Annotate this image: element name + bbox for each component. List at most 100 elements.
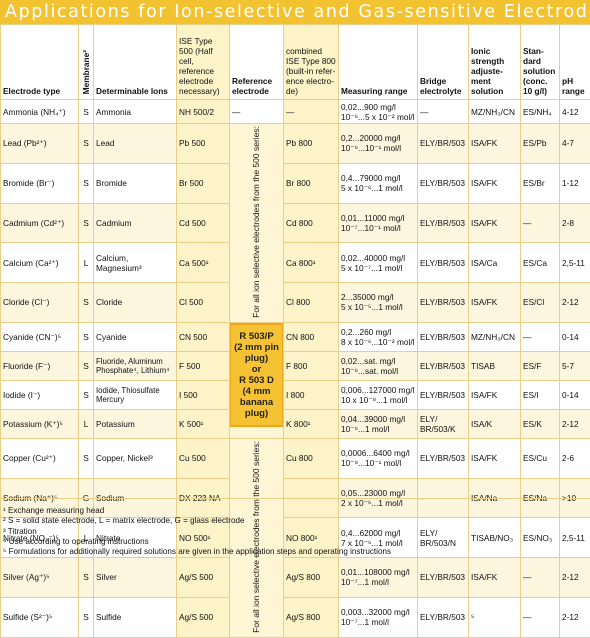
range-mol: 10⁻⁷...1 mol/l bbox=[341, 617, 415, 627]
cell-membrane: S bbox=[79, 163, 94, 203]
cell-std: ES/Br bbox=[521, 163, 560, 203]
cell-std: ES/Ca bbox=[521, 243, 560, 283]
cell-membrane: L bbox=[79, 243, 94, 283]
cell-type: Cadmium (Cd²⁺) bbox=[1, 203, 79, 243]
cell-isa: ISA/FK bbox=[469, 438, 521, 478]
cell-type: Fluoride (F⁻) bbox=[1, 351, 79, 380]
cell-ise500: Cl 500 bbox=[177, 283, 230, 323]
range-mg: 0,2...20000 mg/l bbox=[341, 133, 415, 143]
cell-ise800: Cl 800 bbox=[284, 283, 339, 323]
footnotes: ¹ Exchange measuring head ² S = solid st… bbox=[0, 498, 590, 590]
range-mol: 10⁻⁶...1 mol/l bbox=[341, 424, 415, 434]
cell-ph: 0-14 bbox=[560, 322, 590, 351]
cell-ions: Potassium bbox=[94, 409, 177, 438]
range-mg: 2...35000 mg/l bbox=[341, 292, 415, 302]
cell-ions: Iodide, Thiosulfate Mercury bbox=[94, 380, 177, 409]
cell-isa: ISA/Ca bbox=[469, 243, 521, 283]
cell-ise800: I 800 bbox=[284, 380, 339, 409]
cell-ph: 2-12 bbox=[560, 283, 590, 323]
cell-ph: 2-6 bbox=[560, 438, 590, 478]
cell-ph: 1-12 bbox=[560, 163, 590, 203]
cell-bridge: ELY/BR/503 bbox=[418, 283, 469, 323]
table-row: Cyanide (CN⁻)⁵ S Cyanide CN 500 R 503/P … bbox=[1, 322, 590, 351]
cell-ions: Bromide bbox=[94, 163, 177, 203]
cell-ph: 4-7 bbox=[560, 124, 590, 164]
cell-isa: ⁵ bbox=[469, 597, 521, 637]
cell-ph: 2-8 bbox=[560, 203, 590, 243]
cell-ise800: Pb 800 bbox=[284, 124, 339, 164]
cell-isa: ISA/K bbox=[469, 409, 521, 438]
cell-isa: MZ/NH₃/CN bbox=[469, 322, 521, 351]
cell-std: — bbox=[521, 203, 560, 243]
cell-ise500: Cd 500 bbox=[177, 203, 230, 243]
cell-std: ES/F bbox=[521, 351, 560, 380]
cell-membrane: S bbox=[79, 100, 94, 124]
header-electrode-type: Electrode type bbox=[1, 25, 79, 100]
range-mol: 5 x 10⁻⁷...1 mol/l bbox=[341, 263, 415, 273]
cell-ise800: Ag/S 800 bbox=[284, 597, 339, 637]
cell-ions: Cadmium bbox=[94, 203, 177, 243]
cell-isa: MZ/NH₃/CN bbox=[469, 100, 521, 124]
cell-bridge: ELY/ BR/503/K bbox=[418, 409, 469, 438]
header-standard: Stan­dard solution (conc. 10 g/l) bbox=[521, 25, 560, 100]
box-line: or bbox=[233, 364, 280, 375]
cell-isa: ISA/FK bbox=[469, 124, 521, 164]
cell-membrane: S bbox=[79, 597, 94, 637]
range-mol: 10⁻⁷...10⁻¹ mol/l bbox=[341, 223, 415, 233]
cell-ph: 2-12 bbox=[560, 409, 590, 438]
cell-membrane: L bbox=[79, 409, 94, 438]
header-ph: pH range bbox=[560, 25, 590, 100]
cell-ions: Cloride bbox=[94, 283, 177, 323]
range-mg: 0,4...79000 mg/l bbox=[341, 173, 415, 183]
box-line: R 503 D bbox=[233, 375, 280, 386]
cell-ph: 0-14 bbox=[560, 380, 590, 409]
range-mg: 0,02...900 mg/l bbox=[341, 102, 415, 112]
footnote: ³ Titration bbox=[3, 527, 587, 537]
footnote: ² S = solid state electrode, L = matrix … bbox=[3, 516, 587, 526]
cell-bridge: ELY/BR/503 bbox=[418, 438, 469, 478]
cell-type: Potassium (K⁺)⁵ bbox=[1, 409, 79, 438]
range-mol: 5 x 10⁻⁵...1 mol/l bbox=[341, 302, 415, 312]
table-row: Calcium (Ca²⁺) L Calcium, Magnesium³ Ca … bbox=[1, 243, 590, 283]
cell-isa: ISA/FK bbox=[469, 283, 521, 323]
box-line: (4 mm banana plug) bbox=[233, 386, 280, 419]
range-mg: 0,02...40000 mg/l bbox=[341, 253, 415, 263]
reference-note-top: For all ion selective electrodes from th… bbox=[251, 124, 262, 320]
cell-ise500: F 500 bbox=[177, 351, 230, 380]
table-row: Sulfide (S²⁻)⁵ S Sulfide Ag/S 500 Ag/S 8… bbox=[1, 597, 590, 637]
range-mg: 0,2...260 mg/l bbox=[341, 327, 415, 337]
cell-type: Calcium (Ca²⁺) bbox=[1, 243, 79, 283]
range-mol: 10⁻⁶...sat. mol/l bbox=[341, 366, 415, 376]
range-mol: 10⁻⁸...10⁻¹ mol/l bbox=[341, 458, 415, 468]
cell-ise500: NH 500/2 bbox=[177, 100, 230, 124]
cell-type: Cyanide (CN⁻)⁵ bbox=[1, 322, 79, 351]
table-row: Lead (Pb²⁺) S Lead Pb 500 For all ion se… bbox=[1, 124, 590, 164]
cell-std: ES/I bbox=[521, 380, 560, 409]
header-ionic: Ionic strength adjuste­ment soluti­on bbox=[469, 25, 521, 100]
cell-membrane: S bbox=[79, 322, 94, 351]
cell-type: Cloride (Cl⁻) bbox=[1, 283, 79, 323]
cell-type: Iodide (I⁻) bbox=[1, 380, 79, 409]
cell-ise500: CN 500 bbox=[177, 322, 230, 351]
cell-ise500: K 500¹ bbox=[177, 409, 230, 438]
cell-ise500: Pb 500 bbox=[177, 124, 230, 164]
reference-electrode-box: R 503/P (2 mm pin plug) or R 503 D (4 mm… bbox=[230, 323, 284, 427]
footnote: ⁵ Formulations for additionally required… bbox=[3, 547, 587, 557]
range-mg: 0,04...39000 mg/l bbox=[341, 414, 415, 424]
cell-bridge: ELY/BR/503 bbox=[418, 163, 469, 203]
cell-ise500: Ag/S 500 bbox=[177, 597, 230, 637]
range-mg: 0,003...32000 mg/l bbox=[341, 607, 415, 617]
cell-isa: ISA/FK bbox=[469, 163, 521, 203]
cell-ions: Copper, Nickel³ bbox=[94, 438, 177, 478]
table-row: Iodide (I⁻) S Iodide, Thiosulfate Mercur… bbox=[1, 380, 590, 409]
table-row: Potassium (K⁺)⁵ L Potassium K 500¹ K 800… bbox=[1, 409, 590, 438]
cell-ph: 4-12 bbox=[560, 100, 590, 124]
cell-ions: Ammonia bbox=[94, 100, 177, 124]
header-bridge: Bridge electrolyte bbox=[418, 25, 469, 100]
